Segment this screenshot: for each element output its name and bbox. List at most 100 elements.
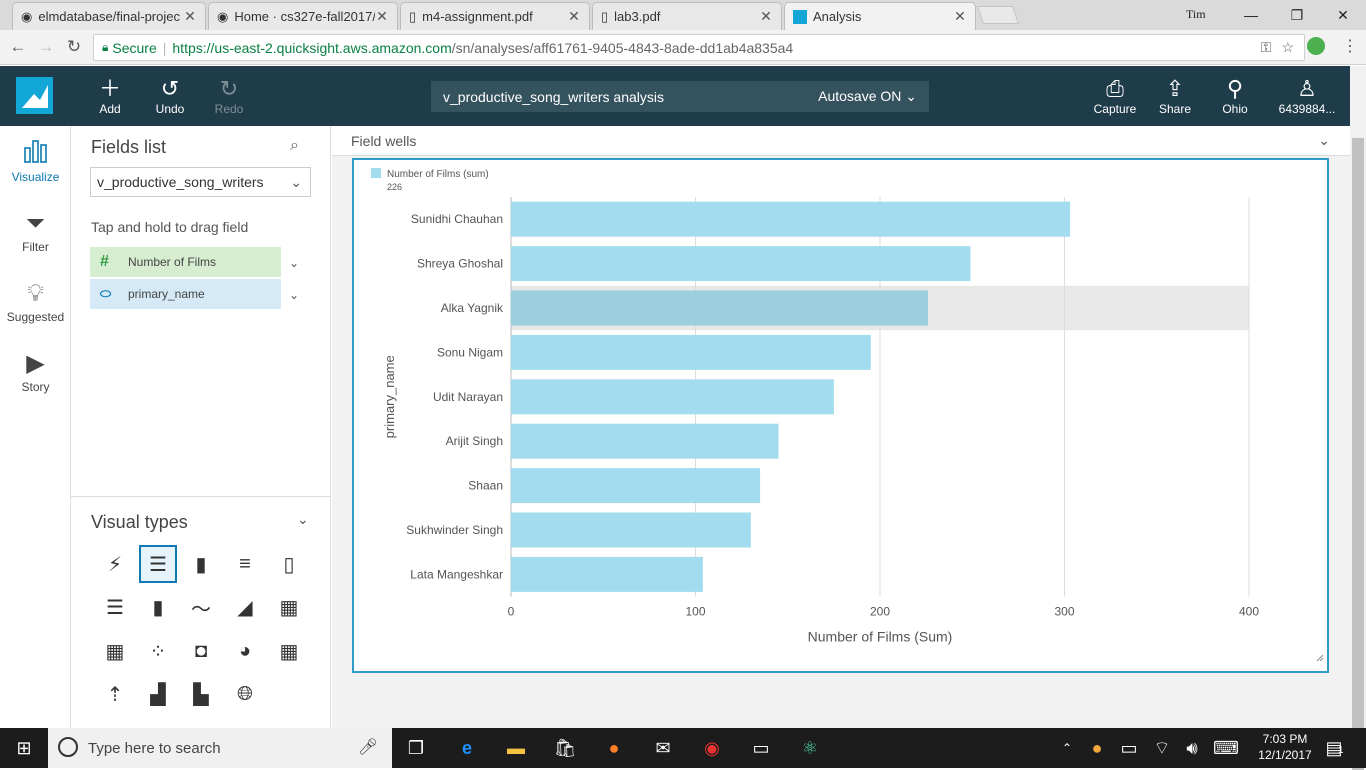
autograph-icon[interactable]: ⚡︎ — [107, 553, 123, 576]
profile-name[interactable]: Tim — [1186, 7, 1206, 21]
heat-map-icon[interactable]: ▦ — [105, 640, 125, 663]
browser-tab-active[interactable]: Analysis ✕ — [784, 2, 976, 30]
wifi-icon[interactable]: ⌔ — [1153, 738, 1171, 758]
rail-item-filter[interactable]: ⏷ Filter — [0, 208, 71, 254]
browser-tab[interactable]: ◉ Home · cs327e-fall2017/s ✕ — [208, 2, 398, 30]
category-label: Lata Mangeshkar — [410, 567, 503, 581]
line-chart-icon[interactable]: 〜 — [191, 598, 211, 621]
microphone-icon[interactable]: 🎤︎ — [357, 739, 378, 756]
browser-tab[interactable]: ▯ lab3.pdf ✕ — [592, 2, 782, 30]
chrome-icon[interactable]: ◉ — [704, 738, 720, 758]
key-icon[interactable]: ⚿ — [1260, 39, 1272, 55]
horizontal-bar-icon[interactable]: ☰ — [139, 545, 177, 583]
stacked-bar-icon[interactable]: ≡ — [239, 552, 251, 575]
firefox-icon[interactable]: ● — [608, 738, 620, 758]
back-icon[interactable]: ← — [9, 37, 27, 56]
tab-title: Home · cs327e-fall2017/s — [234, 9, 375, 24]
windows-start-icon[interactable]: ⊞ — [16, 738, 32, 758]
analysis-name-field[interactable]: v_productive_song_writers analysis Autos… — [431, 81, 929, 112]
undo-icon: ↺ — [160, 76, 180, 101]
stacked-column-icon[interactable]: ▮ — [152, 596, 164, 619]
mail-icon[interactable]: ✉ — [655, 738, 671, 758]
collapse-icon[interactable]: ⌄ — [297, 511, 309, 527]
field-item-primary-name[interactable]: ⬭ primary_name — [90, 279, 281, 309]
share-icon: ⇪ — [1165, 76, 1185, 101]
notifications-icon[interactable]: ▤ — [1325, 738, 1343, 758]
globe-icon[interactable]: 🌐︎ — [237, 682, 253, 705]
stacked-horizontal-bar-icon[interactable]: ☰ — [106, 596, 124, 619]
account-button[interactable]: ♙ 6439884... — [1272, 76, 1342, 116]
area-chart-icon[interactable]: ◢ — [237, 596, 253, 619]
rail-item-suggested[interactable]: 💡︎ Suggested — [0, 278, 71, 324]
page-scrollbar[interactable] — [1350, 66, 1366, 770]
minimize-icon[interactable]: — — [1244, 7, 1258, 23]
rail-item-story[interactable]: ▶︎ Story — [0, 348, 71, 394]
bar — [511, 423, 779, 459]
close-icon[interactable]: ✕ — [184, 8, 196, 24]
quicksight-logo[interactable] — [16, 77, 53, 114]
dataset-name: v_productive_song_writers — [97, 174, 264, 190]
atom-icon[interactable]: ⚛ — [801, 738, 819, 758]
close-icon[interactable]: ✕ — [760, 8, 772, 24]
restore-icon[interactable]: ❐ — [1290, 6, 1304, 23]
scrollbar-thumb[interactable] — [1352, 138, 1364, 770]
bar-chart-visual[interactable]: Number of Films (sum) 226 Sunidhi Chauhan S… — [352, 158, 1329, 673]
region-button[interactable]: ⚲ Ohio — [1205, 76, 1265, 116]
document-icon: ▯ — [601, 8, 609, 24]
taskbar-clock[interactable]: 7:03 PM 12/1/2017 — [1250, 731, 1320, 763]
keyboard-icon[interactable]: ⌨ — [1213, 738, 1239, 758]
combo-chart-icon[interactable]: ▟ — [150, 683, 166, 706]
undo-button[interactable]: ↺ Undo — [140, 76, 200, 116]
volume-icon[interactable]: 🔊︎ — [1186, 738, 1198, 758]
browser-tab[interactable]: ▯ m4-assignment.pdf ✕ — [400, 2, 590, 30]
browser-tab[interactable]: ◉ elmdatabase/final-projec ✕ — [12, 2, 206, 30]
bar — [511, 379, 834, 415]
autosave-dropdown[interactable]: Autosave ON ⌄ — [818, 88, 917, 105]
close-icon[interactable]: ✕ — [568, 8, 580, 24]
share-button[interactable]: ⇪ Share — [1145, 76, 1205, 116]
clustered-column-icon[interactable]: ▯ — [283, 553, 295, 576]
field-wells-bar[interactable]: Field wells ⌄ — [332, 126, 1350, 156]
story-icon: ▶︎ — [26, 350, 45, 377]
chevron-up-icon[interactable]: ⌃ — [1061, 741, 1073, 755]
analysis-title: v_productive_song_writers analysis — [443, 88, 664, 105]
pivot-table-icon[interactable]: ▦ — [279, 596, 299, 619]
close-icon[interactable]: ✕ — [954, 8, 966, 24]
extension-icon[interactable] — [1307, 37, 1325, 55]
terminal-icon[interactable]: ▭ — [752, 738, 770, 758]
battery-icon[interactable]: ▭ — [1120, 738, 1138, 758]
vertical-bar-icon[interactable]: ▮ — [195, 553, 207, 576]
dataset-select[interactable]: v_productive_song_writers ⌄ — [90, 167, 311, 197]
edge-icon[interactable]: e — [461, 738, 472, 758]
table-icon[interactable]: ▦ — [279, 640, 299, 663]
scatter-plot-icon[interactable]: ⁘ — [149, 640, 167, 663]
url-input[interactable]: 🔒︎ Secure | https://us-east-2.quicksight… — [93, 34, 1305, 61]
add-button[interactable]: ＋ Add — [80, 76, 140, 116]
tab-title: m4-assignment.pdf — [422, 9, 533, 24]
field-item-number-of-films[interactable]: # Number of Films — [90, 247, 281, 277]
combo-line-chart-icon[interactable]: ▙ — [193, 683, 209, 706]
tree-map-icon[interactable]: ◘ — [194, 639, 208, 662]
close-window-icon[interactable]: ✕ — [1337, 6, 1349, 23]
redo-button[interactable]: ↻ Redo — [199, 76, 259, 116]
bookmark-star-icon[interactable]: ☆ — [1281, 39, 1294, 55]
pie-chart-icon[interactable]: ◕ — [238, 639, 252, 662]
close-icon[interactable]: ✕ — [376, 8, 388, 24]
forward-icon[interactable]: → — [37, 37, 55, 56]
kpi-icon[interactable]: ⇡ — [106, 683, 124, 706]
store-icon[interactable]: 🛍︎ — [553, 738, 577, 758]
new-tab-button[interactable] — [977, 6, 1019, 24]
rail-item-visualize[interactable]: Visualize — [0, 138, 71, 184]
taskbar-search-input[interactable]: Type here to search 🎤︎ — [48, 728, 392, 768]
task-view-icon[interactable]: ❐ — [407, 738, 425, 758]
reload-icon[interactable]: ↻ — [66, 37, 82, 56]
capture-button[interactable]: ⎙ Capture — [1085, 76, 1145, 116]
chevron-down-icon[interactable]: ⌄ — [289, 288, 300, 302]
x-tick-label: 400 — [1239, 605, 1259, 619]
search-icon[interactable]: ⌕ — [290, 137, 299, 154]
menu-icon[interactable]: ⋮ — [1342, 38, 1358, 55]
chevron-down-icon[interactable]: ⌄ — [1318, 132, 1330, 148]
file-explorer-icon[interactable]: ▬ — [507, 738, 525, 758]
chevron-down-icon[interactable]: ⌄ — [289, 256, 300, 270]
tray-app-icon[interactable]: ● — [1091, 738, 1103, 758]
